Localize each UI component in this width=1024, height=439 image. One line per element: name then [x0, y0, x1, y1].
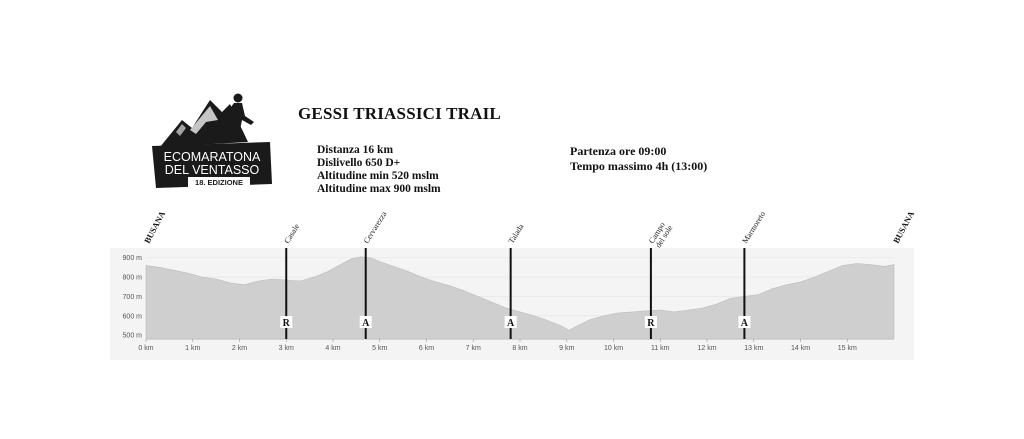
alt-min-text: Altitudine min 520 mslm	[317, 170, 439, 182]
x-tick-label: 4 km	[325, 345, 340, 352]
aid-station-symbol: R	[283, 318, 291, 329]
x-tick-label: 14 km	[791, 345, 810, 352]
logo-line2: DEL VENTASSO	[165, 163, 260, 177]
x-tick-label: 2 km	[232, 345, 247, 352]
y-tick-label: 900 m	[123, 255, 143, 262]
aid-station-symbol: A	[741, 318, 749, 329]
aid-station-badge	[359, 316, 372, 328]
x-tick-label: 5 km	[372, 345, 387, 352]
aid-station-badge	[280, 316, 293, 328]
start-label: BUSANA	[142, 209, 168, 245]
aid-station-symbol: R	[647, 318, 655, 329]
logo-edition: 18. EDIZIONE	[195, 178, 243, 187]
y-tick-label: 700 m	[123, 294, 143, 301]
aid-station-label: Casale	[282, 222, 301, 245]
x-tick-label: 0 km	[138, 345, 153, 352]
race-stats: Distanza 16 km Dislivello 650 D+ Altitud…	[317, 144, 441, 196]
x-tick-label: 11 km	[651, 345, 670, 352]
alt-max-text: Altitudine max 900 mslm	[317, 183, 441, 195]
max-time-text: Tempo massimo 4h (13:00)	[570, 159, 708, 173]
aid-station-label: Talada	[507, 222, 526, 245]
aid-station-badge	[738, 316, 751, 328]
x-tick-label: 10 km	[604, 345, 623, 352]
x-tick-label: 9 km	[559, 345, 574, 352]
y-tick-label: 500 m	[123, 333, 143, 340]
distance-text: Distanza 16 km	[317, 144, 394, 156]
elevation-gain-text: Dislivello 650 D+	[317, 157, 401, 169]
y-tick-label: 600 m	[123, 313, 143, 320]
x-tick-label: 13 km	[744, 345, 763, 352]
finish-label: BUSANA	[891, 209, 917, 245]
x-tick-label: 15 km	[838, 345, 857, 352]
elevation-area	[145, 256, 895, 340]
y-tick-label: 800 m	[123, 275, 143, 282]
aid-station-symbol: A	[362, 318, 370, 329]
aid-station-symbol: A	[507, 318, 515, 329]
event-logo: ECOMARATONA DEL VENTASSO 18. EDIZIONE	[150, 92, 280, 192]
logo-line1: ECOMARATONA	[164, 150, 261, 164]
aid-station-label: Campodel sole	[647, 219, 675, 249]
x-tick-label: 8 km	[512, 345, 527, 352]
x-tick-label: 12 km	[697, 345, 716, 352]
aid-station-label: Marmoreto	[740, 210, 767, 245]
aid-station-badge	[504, 316, 517, 328]
x-tick-label: 6 km	[419, 345, 434, 352]
race-title: GESSI TRIASSICI TRAIL	[298, 104, 501, 123]
start-time-text: Partenza ore 09:00	[570, 144, 667, 158]
aid-station-label: Cervarezza	[362, 209, 389, 245]
aid-station-badge	[644, 316, 657, 328]
x-tick-label: 1 km	[185, 345, 200, 352]
race-schedule: Partenza ore 09:00 Tempo massimo 4h (13:…	[570, 144, 707, 174]
x-tick-label: 7 km	[466, 345, 481, 352]
x-tick-label: 3 km	[279, 345, 294, 352]
